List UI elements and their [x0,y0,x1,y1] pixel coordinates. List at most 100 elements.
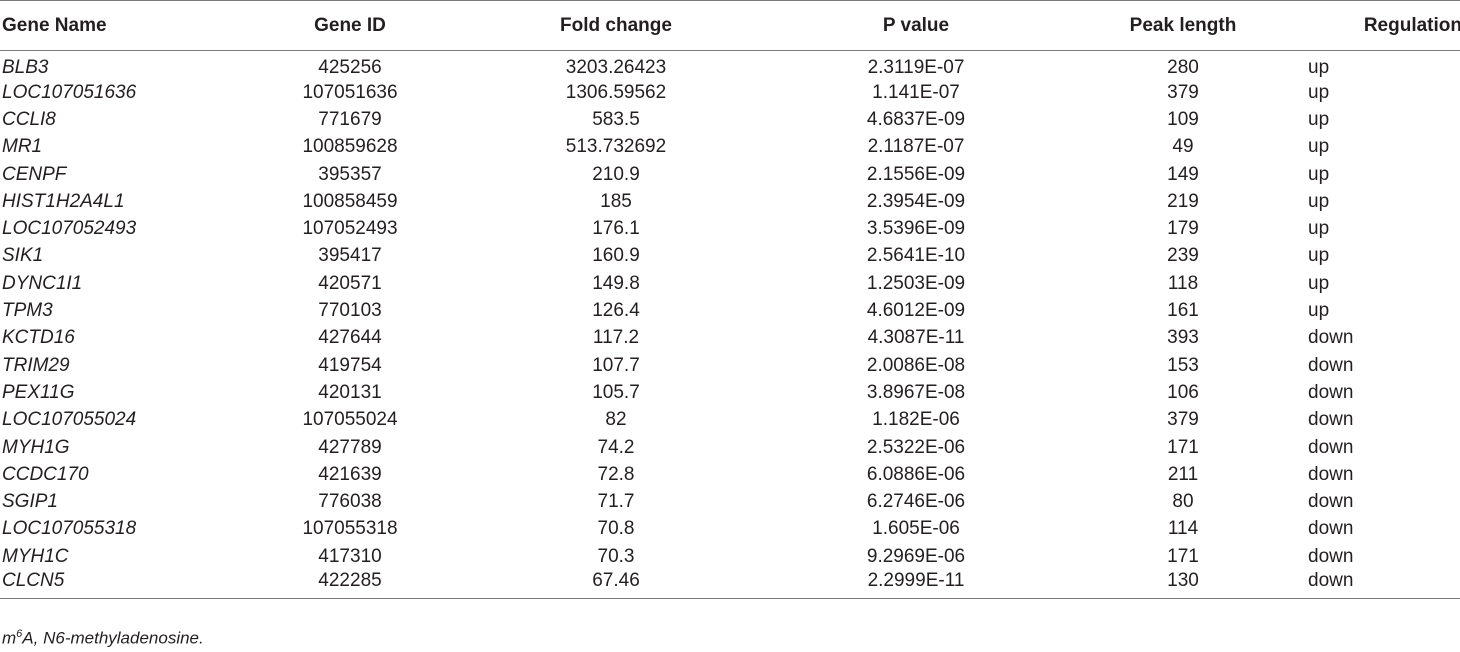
peak-length-cell: 393 [1167,327,1199,349]
gene-id-cell: 427644 [318,327,382,349]
p-value-cell: 2.3954E-09 [866,190,966,212]
table-row: CLCN5 422285 67.46 2.2999E-11 130 down [0,570,1460,600]
regulation-cell: down [1308,381,1354,403]
peak-length-cell: 379 [1167,409,1199,431]
table-body: BLB3 425256 3203.26423 2.3119E-07 280 up LOC10… [0,51,1460,600]
table-row: KCTD16 427644 117.2 4.3087E-11 393 down [0,325,1460,352]
table-row: CCDC170 421639 72.8 6.0886E-06 211 down [0,461,1460,488]
regulation-cell: down [1308,463,1354,485]
gene-id-cell: 107052493 [302,218,398,240]
table-row: SIK1 395417 160.9 2.5641E-10 239 up [0,243,1460,270]
gene-id-cell: 420571 [318,272,382,294]
table-row: PEX11G 420131 105.7 3.8967E-08 106 down [0,379,1460,406]
header-gene-id: Gene ID [234,0,466,51]
peak-length-cell: 114 [1167,518,1199,540]
regulation-cell: down [1308,545,1354,567]
fold-change-cell: 105.7 [592,381,640,403]
table-row: LOC107052493 107052493 176.1 3.5396E-09 179 u… [0,215,1460,242]
gene-id-cell: 771679 [318,108,382,130]
gene-name-cell: LOC107055024 [2,409,137,431]
regulation-cell: down [1308,409,1354,431]
table-row: CENPF 395357 210.9 2.1556E-09 149 up [0,161,1460,188]
peak-length-cell: 109 [1167,108,1199,130]
table-row: TPM3 770103 126.4 4.6012E-09 161 up [0,297,1460,324]
gene-id-cell: 107051636 [302,81,398,103]
table-row: MYH1G 427789 74.2 2.5322E-06 171 down [0,434,1460,461]
regulation-cell: up [1308,272,1330,294]
gene-id-cell: 417310 [318,545,382,567]
gene-id-cell: 420131 [318,381,382,403]
peak-length-cell: 49 [1172,136,1194,158]
regulation-cell: down [1308,436,1354,458]
gene-name-cell: PEX11G [2,381,75,403]
gene-name-cell: HIST1H2A4L1 [2,190,125,212]
header-regulation: Regulation [1300,0,1460,51]
p-value-cell: 3.5396E-09 [866,218,966,240]
fold-change-cell: 72.8 [597,463,635,485]
p-value-cell: 2.0086E-08 [866,354,966,376]
regulation-cell: up [1308,245,1330,267]
gene-id-cell: 421639 [318,463,382,485]
regulation-cell: down [1300,570,1460,600]
p-value-cell: 4.3087E-11 [867,327,965,349]
table-row: MYH1C 417310 70.3 9.2969E-06 171 down [0,543,1460,570]
p-value-cell: 3.8967E-08 [866,381,966,403]
gene-id-cell: 422285 [234,570,466,600]
p-value-cell: 4.6837E-09 [866,108,966,130]
fold-change-cell: 71.7 [597,491,635,513]
peak-length-cell: 219 [1167,190,1199,212]
footnote-prefix: m [2,628,17,648]
peak-length-cell: 171 [1167,436,1199,458]
gene-table-container: Gene Name Gene ID Fold change P value Pe… [0,0,1460,600]
p-value-cell: 1.605E-06 [872,518,960,540]
regulation-cell: up [1308,57,1330,78]
fold-change-cell: 117.2 [592,327,640,349]
fold-change-cell: 126.4 [592,300,640,322]
gene-name-cell: SGIP1 [2,491,58,513]
regulation-cell: up [1308,163,1330,185]
gene-id-cell: 107055024 [302,409,398,431]
header-row: Gene Name Gene ID Fold change P value Pe… [0,0,1460,51]
table-row: LOC107055318 107055318 70.8 1.605E-06 114 dow… [0,516,1460,543]
gene-id-cell: 776038 [318,491,382,513]
gene-id-cell: 100858459 [302,190,398,212]
table-row: LOC107055024 107055024 82 1.182E-06 379 down [0,407,1460,434]
gene-name-cell: TPM3 [2,300,53,322]
table-row: SGIP1 776038 71.7 6.2746E-06 80 down [0,488,1460,515]
fold-change-cell: 176.1 [592,218,640,240]
gene-name-cell: TRIM29 [2,354,70,376]
table-row: TRIM29 419754 107.7 2.0086E-08 153 down [0,352,1460,379]
regulation-cell: up [1308,190,1330,212]
fold-change-cell: 74.2 [597,436,635,458]
peak-length-cell: 118 [1167,272,1199,294]
fold-change-cell: 67.46 [466,570,766,600]
gene-id-cell: 770103 [318,300,382,322]
table-row: DYNC1I1 420571 149.8 1.2503E-09 118 up [0,270,1460,297]
peak-length-cell: 179 [1167,218,1199,240]
gene-id-cell: 419754 [318,354,382,376]
p-value-cell: 2.5322E-06 [866,436,966,458]
header-fold-change: Fold change [466,0,766,51]
header-gene-name: Gene Name [0,0,234,51]
gene-name-cell: CCDC170 [2,463,89,485]
table-row: BLB3 425256 3203.26423 2.3119E-07 280 up [0,51,1460,80]
gene-name-cell: MYH1G [2,436,70,458]
p-value-cell: 2.1556E-09 [866,163,966,185]
gene-name-cell: DYNC1I1 [2,272,83,294]
fold-change-cell: 82 [605,409,627,431]
gene-regulation-table: Gene Name Gene ID Fold change P value Pe… [0,0,1460,600]
peak-length-cell: 171 [1167,545,1199,567]
header-p-value: P value [766,0,1066,51]
gene-name-cell: CCLI8 [2,108,56,130]
peak-length-cell: 106 [1167,381,1199,403]
header-peak-length: Peak length [1066,0,1300,51]
fold-change-cell: 149.8 [592,272,640,294]
peak-length-cell: 80 [1172,491,1194,513]
regulation-cell: up [1308,136,1330,158]
peak-length-cell: 149 [1167,163,1199,185]
table-row: MR1 100859628 513.732692 2.1187E-07 49 up [0,134,1460,161]
fold-change-cell: 107.7 [592,354,640,376]
gene-name-cell: CLCN5 [0,570,234,600]
regulation-cell: up [1308,108,1330,130]
p-value-cell: 1.141E-07 [872,81,960,103]
